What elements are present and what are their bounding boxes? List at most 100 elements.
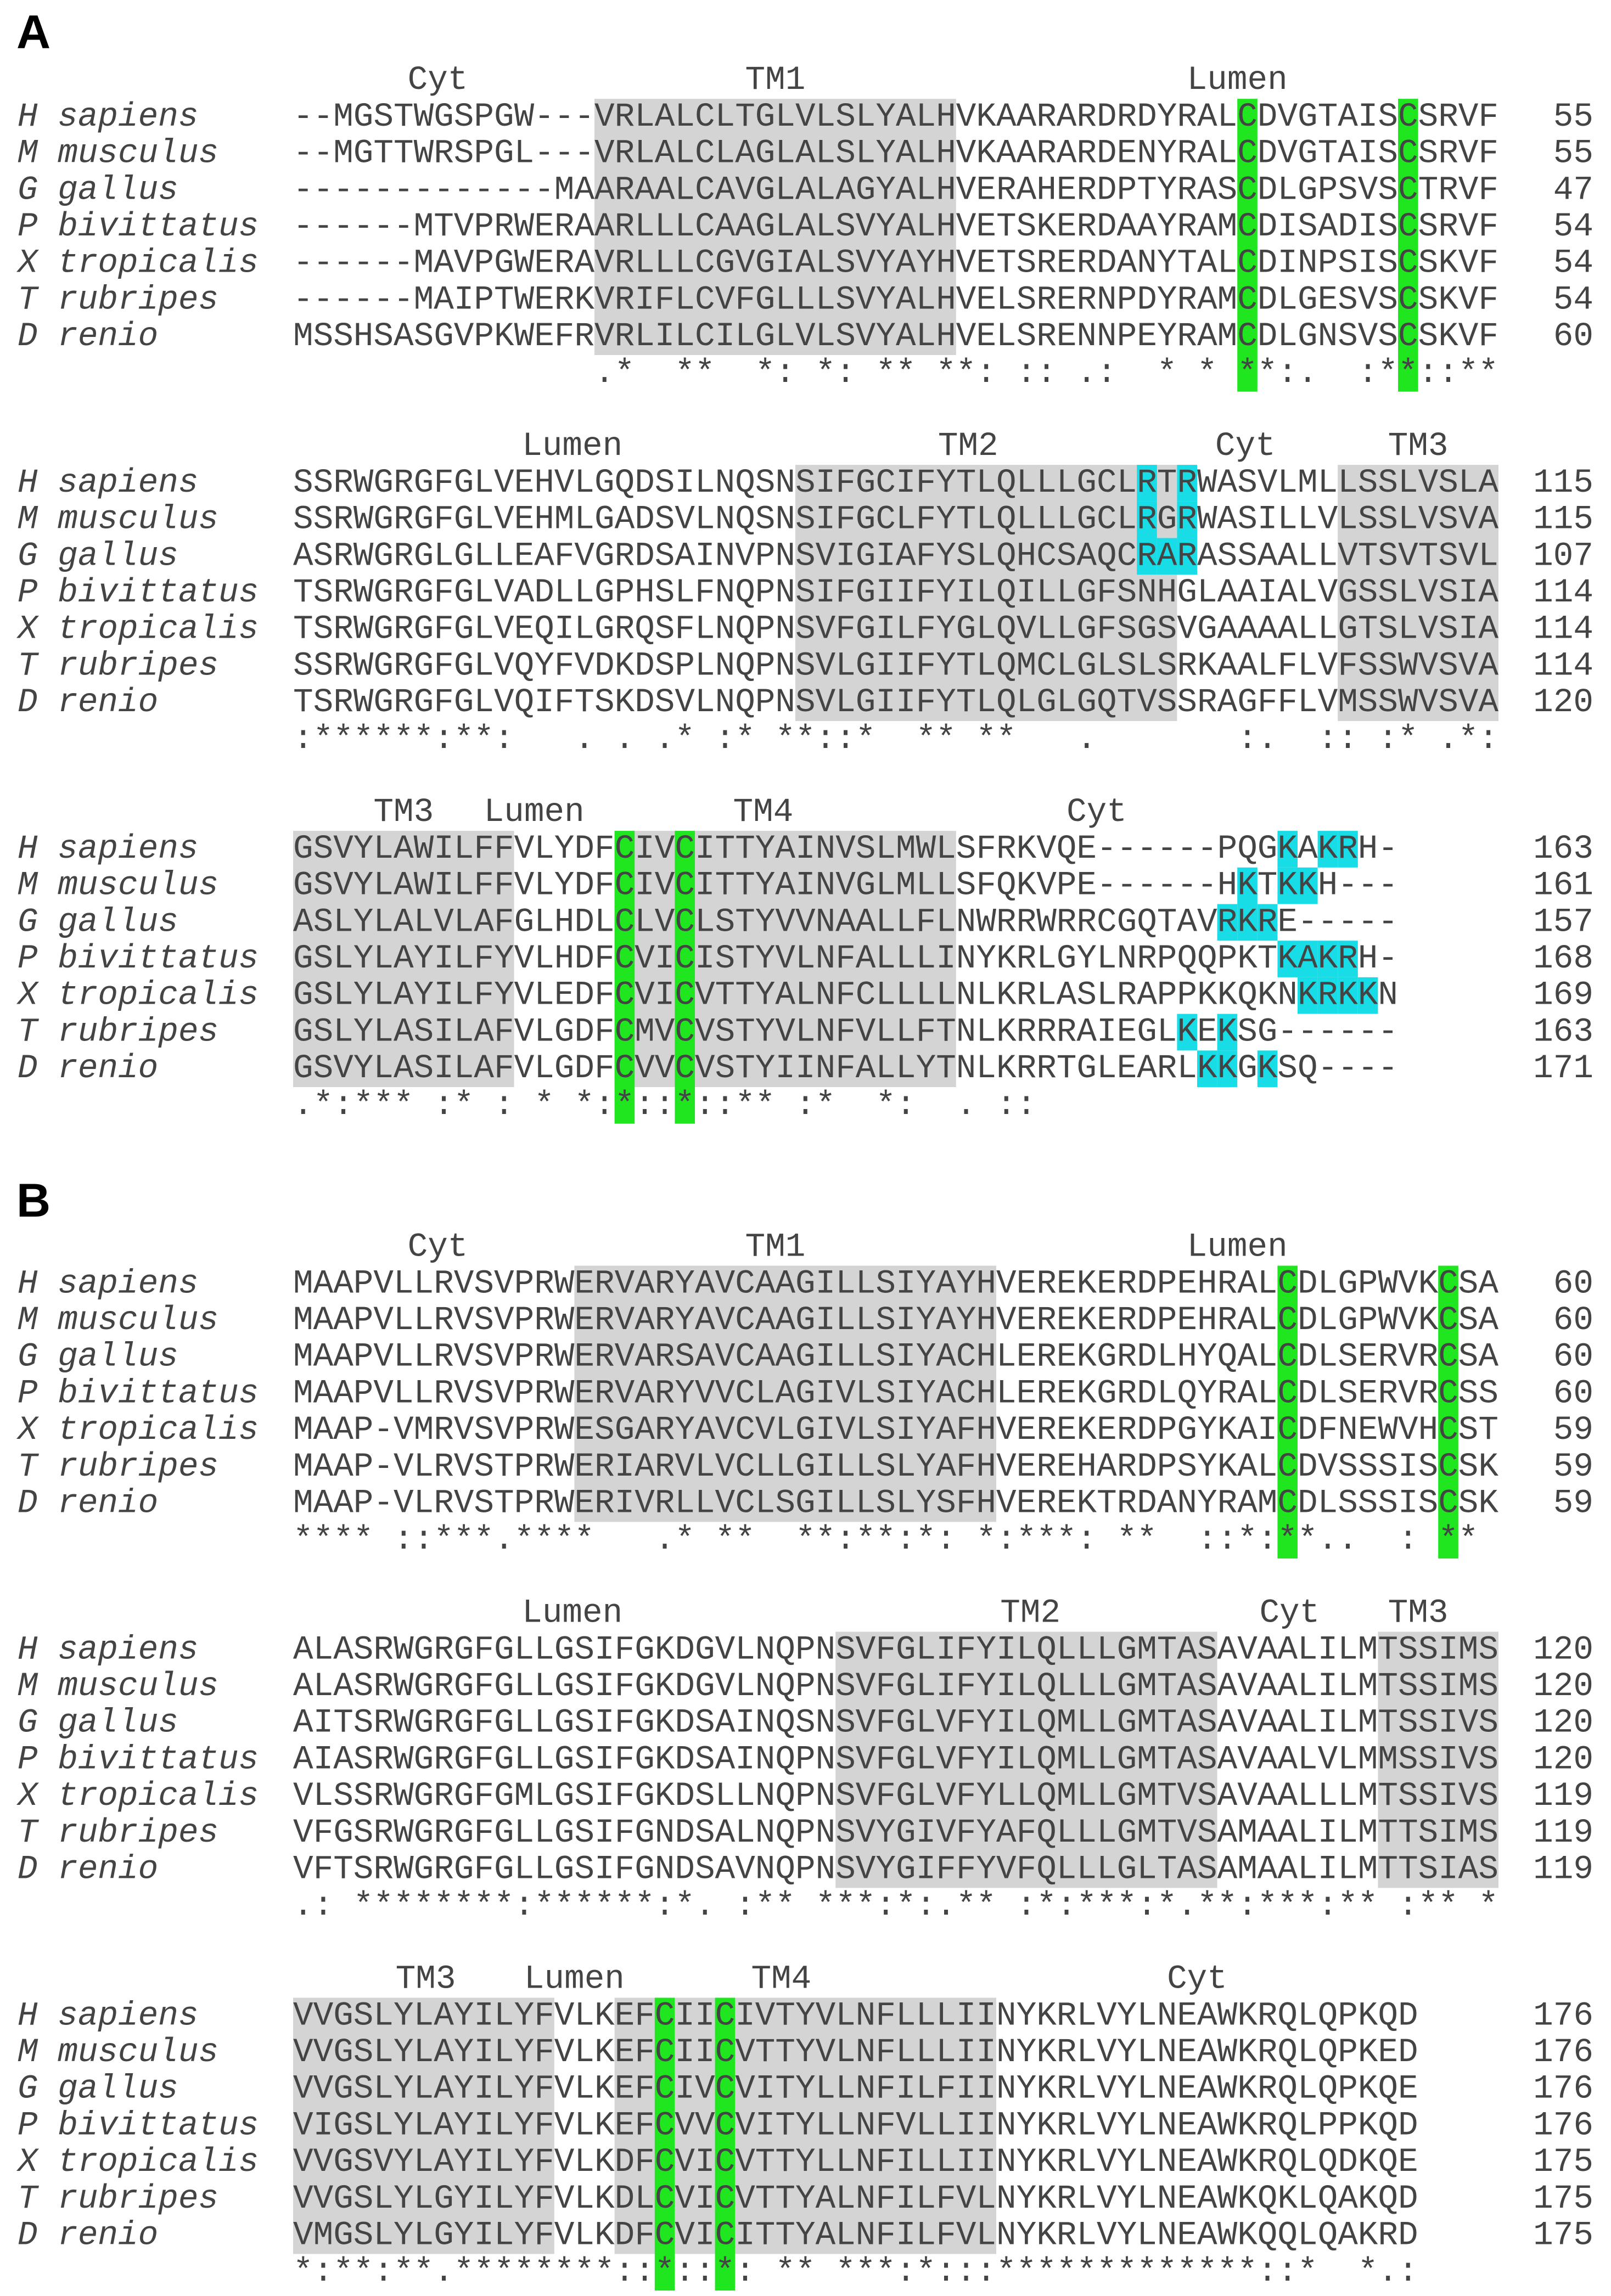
sequence: ------MAVPGWERAVRLLLCGVGIALSVYAYHVETSRER… bbox=[293, 245, 1498, 283]
residue-count: 54 bbox=[1553, 208, 1593, 246]
region-header: Lumen bbox=[524, 1961, 625, 1999]
region-header: Cyt bbox=[1215, 427, 1276, 465]
region-header: TM2 bbox=[938, 427, 998, 465]
alignment-block: Lumen TM2 Cyt TM3 H sapiens ALASRWGRGFGLLGSIF… bbox=[16, 1595, 1593, 1926]
consensus: **** ::***.**** .* ** **:**:*: *:***: **… bbox=[293, 1521, 1478, 1559]
basic-residue-shade bbox=[1338, 941, 1358, 977]
species-name: G gallus bbox=[18, 903, 178, 941]
species-name: P bivittatus bbox=[18, 2107, 259, 2145]
residue-count: 120 bbox=[1533, 684, 1593, 722]
residue-count: 59 bbox=[1553, 1411, 1593, 1449]
region-header: Lumen bbox=[522, 1595, 622, 1633]
basic-residue-shade bbox=[1217, 1050, 1238, 1087]
residue-count: 175 bbox=[1533, 2180, 1593, 2218]
residue-count: 107 bbox=[1533, 537, 1593, 575]
sequence: MAAPVLLRVSVPRWERVARSAVCAAGILLSIYACHLEREK… bbox=[293, 1338, 1498, 1376]
basic-residue-shade bbox=[1177, 1014, 1197, 1051]
basic-residue-shade bbox=[1157, 538, 1177, 575]
sequence: TSRWGRGFGLVQIFTSKDSVLNQPNSVLGIIFYTLQLGLG… bbox=[293, 684, 1498, 722]
sequence: ASLYLALVLAFGLHDLCLVCLSTYVVNAALLFLNWRRWRR… bbox=[293, 903, 1398, 941]
residue-count: 176 bbox=[1533, 2070, 1593, 2108]
residue-count: 175 bbox=[1533, 2217, 1593, 2255]
residue-count: 55 bbox=[1553, 98, 1593, 136]
sequence: VVGSVYLAYILYFVLKDFCVICVTTYLLNFILLIINYKRL… bbox=[293, 2143, 1418, 2181]
alignment-block: Lumen TM2 Cyt TM3 H sapiens SSRWGRGFGLVEHVLGQ… bbox=[16, 427, 1593, 758]
conserved-cysteine-shade bbox=[1237, 99, 1258, 392]
residue-count: 54 bbox=[1553, 281, 1593, 319]
residue-count: 119 bbox=[1533, 1777, 1593, 1815]
sequence: TSRWGRGFGLVADLLGPHSLFNQPNSIFGIIFYILQILLG… bbox=[293, 574, 1498, 612]
species-name: T rubripes bbox=[18, 647, 218, 685]
basic-residue-shade bbox=[1277, 941, 1298, 977]
basic-residue-shade bbox=[1177, 501, 1197, 538]
species-name: H sapiens bbox=[18, 98, 198, 136]
sequence: SSRWGRGFGLVQYFVDKDSPLNQPNSVLGIIFYTLQMCLG… bbox=[293, 647, 1498, 685]
consensus: *:**:**.********::*::*: ** ***:*:::*****… bbox=[293, 2253, 1418, 2291]
sequence: GSLYLAYILFYVLHDFCVICISTYVLNFALLLINYKRLGY… bbox=[293, 940, 1398, 978]
species-name: H sapiens bbox=[18, 830, 198, 868]
species-name: H sapiens bbox=[18, 1631, 198, 1669]
region-header: Lumen bbox=[1187, 1229, 1288, 1267]
consensus: .* ** *: *: ** **: :: .: * * **:. :**::*… bbox=[293, 354, 1498, 392]
basic-residue-shade bbox=[1177, 538, 1197, 575]
species-name: T rubripes bbox=[18, 1814, 218, 1852]
panel: A Cyt TM1 Lumen H sapiens --MGSTWGSPGW---VRLA… bbox=[16, 6, 1593, 1124]
residue-count: 163 bbox=[1533, 830, 1593, 868]
species-name: X tropicalis bbox=[16, 1777, 259, 1815]
residue-count: 157 bbox=[1533, 903, 1593, 941]
basic-residue-shade bbox=[1338, 831, 1358, 868]
residue-count: 114 bbox=[1533, 647, 1593, 685]
sequence: SSRWGRGFGLVEHMLGADSVLNQSNSIFGCLFYTLQLLLG… bbox=[293, 501, 1498, 539]
sequence: VVGSLYLAYILYFVLKEFCIVCVITYLLNFILFIINYKRL… bbox=[293, 2070, 1418, 2108]
tm-region-shade bbox=[614, 1997, 996, 2254]
species-name: D renio bbox=[18, 1485, 158, 1523]
residue-count: 54 bbox=[1553, 245, 1593, 283]
sequence: GSVYLASILAFVLGDFCVVCVSTYIINFALLYTNLKRRTG… bbox=[293, 1050, 1398, 1088]
species-name: G gallus bbox=[18, 1704, 178, 1742]
sequence: GSVYLAWILFFVLYDFCIVCITTYAINVGLMLLSFQKVPE… bbox=[293, 867, 1398, 905]
region-header: Cyt bbox=[408, 1229, 468, 1267]
basic-residue-shade bbox=[1317, 831, 1338, 868]
basic-residue-shade bbox=[1298, 867, 1318, 904]
basic-residue-shade bbox=[1317, 941, 1338, 977]
sequence: -------------MAARAALCAVGLALAGYALHVERAHER… bbox=[293, 171, 1498, 209]
species-name: D renio bbox=[18, 684, 158, 722]
basic-residue-shade bbox=[1357, 977, 1378, 1014]
residue-count: 114 bbox=[1533, 574, 1593, 612]
basic-residue-shade bbox=[1277, 831, 1298, 868]
species-name: H sapiens bbox=[18, 1265, 198, 1303]
consensus: :******:**: . . .* :* **::* ** ** . :. :… bbox=[293, 721, 1498, 758]
tm-region-shade bbox=[574, 1265, 996, 1522]
basic-residue-shade bbox=[1137, 465, 1157, 502]
residue-count: 120 bbox=[1533, 1668, 1593, 1706]
basic-residue-shade bbox=[1298, 977, 1318, 1014]
conserved-cysteine-shade bbox=[675, 831, 695, 1124]
species-name: T rubripes bbox=[18, 281, 218, 319]
sequence: MSSHSASGVPKWEFRVRLILCILGLVLSVYALHVELSREN… bbox=[293, 318, 1498, 356]
sequence: MAAPVLLRVSVPRWERVARYVVCLAGIVLSIYACHLEREK… bbox=[293, 1375, 1498, 1413]
species-name: M musculus bbox=[18, 135, 218, 173]
species-name: X tropicalis bbox=[16, 2143, 259, 2181]
residue-count: 176 bbox=[1533, 2034, 1593, 2072]
sequence: MAAPVLLRVSVPRWERVARYAVCAAGILLSIYAYHVEREK… bbox=[293, 1265, 1498, 1303]
residue-count: 176 bbox=[1533, 1997, 1593, 2035]
conserved-cysteine-shade bbox=[1438, 1265, 1458, 1559]
residue-count: 169 bbox=[1533, 977, 1593, 1015]
species-name: M musculus bbox=[18, 501, 218, 539]
species-name: G gallus bbox=[18, 2070, 178, 2108]
species-name: P bivittatus bbox=[18, 208, 259, 246]
sequence: MAAP-VMRVSVPRWESGARYAVCVLGIVLSIYAFHVEREK… bbox=[293, 1411, 1498, 1449]
sequence: VVGSLYLAYILYFVLKEFCIICVTTYVLNFLLLIINYKRL… bbox=[293, 2034, 1418, 2072]
species-name: D renio bbox=[18, 318, 158, 356]
residue-count: 60 bbox=[1553, 1375, 1593, 1413]
residue-count: 60 bbox=[1553, 1265, 1593, 1303]
basic-residue-shade bbox=[1257, 904, 1278, 941]
tm-region-shade bbox=[1378, 1631, 1498, 1888]
species-name: T rubripes bbox=[18, 1448, 218, 1486]
residue-count: 60 bbox=[1553, 318, 1593, 356]
residue-count: 59 bbox=[1553, 1485, 1593, 1523]
species-name: X tropicalis bbox=[16, 611, 259, 649]
sequence: --MGTTWRSPGL---VRLALCLAGLALSLYALHVKAARAR… bbox=[293, 135, 1498, 173]
residue-count: 120 bbox=[1533, 1631, 1593, 1669]
residue-count: 119 bbox=[1533, 1814, 1593, 1852]
